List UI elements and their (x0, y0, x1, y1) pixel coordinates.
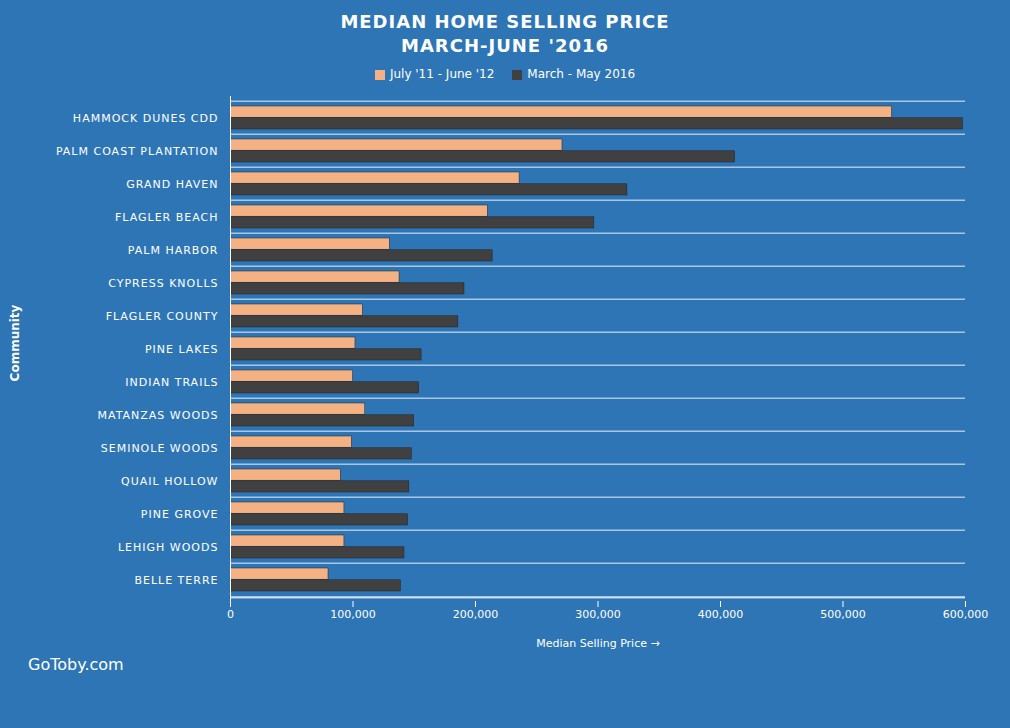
svg-text:LEHIGH WOODS: LEHIGH WOODS (118, 541, 219, 554)
svg-text:QUAIL HOLLOW: QUAIL HOLLOW (121, 475, 218, 488)
html-text:GoToby.com: GoToby.com (28, 655, 124, 674)
svg-text:200,000: 200,000 (453, 608, 499, 621)
svg-text:0: 0 (227, 608, 234, 621)
svg-text:GRAND HAVEN: GRAND HAVEN (126, 178, 218, 191)
svg-text:CYPRESS KNOLLS: CYPRESS KNOLLS (108, 277, 218, 290)
html-text:MARCH-JUNE '2016: MARCH-JUNE '2016 (401, 35, 609, 56)
svg-text:BELLE TERRE: BELLE TERRE (134, 574, 218, 587)
svg-text:300,000: 300,000 (575, 608, 621, 621)
html-text:Community: Community (8, 304, 22, 382)
html-text:March - May 2016: March - May 2016 (527, 67, 636, 81)
svg-text:FLAGLER BEACH: FLAGLER BEACH (115, 211, 219, 224)
svg-text:Median Selling Price →: Median Selling Price → (536, 637, 659, 650)
svg-text:500,000: 500,000 (820, 608, 866, 621)
svg-text:MATANZAS WOODS: MATANZAS WOODS (98, 409, 219, 422)
svg-text:INDIAN TRAILS: INDIAN TRAILS (125, 376, 218, 389)
svg-text:PALM HARBOR: PALM HARBOR (128, 244, 219, 257)
svg-text:PINE LAKES: PINE LAKES (145, 343, 219, 356)
svg-text:PINE GROVE: PINE GROVE (141, 508, 219, 521)
svg-text:SEMINOLE WOODS: SEMINOLE WOODS (101, 442, 219, 455)
html-text:July '11 - June '12: July '11 - June '12 (389, 67, 495, 81)
svg-text:100,000: 100,000 (330, 608, 376, 621)
html-text:MEDIAN HOME SELLING PRICE: MEDIAN HOME SELLING PRICE (340, 11, 670, 32)
svg-text:FLAGLER COUNTY: FLAGLER COUNTY (106, 310, 219, 323)
svg-text:600,000: 600,000 (943, 608, 989, 621)
svg-text:400,000: 400,000 (698, 608, 744, 621)
svg-text:HAMMOCK DUNES CDD: HAMMOCK DUNES CDD (73, 112, 219, 125)
svg-text:PALM COAST PLANTATION: PALM COAST PLANTATION (56, 145, 219, 158)
